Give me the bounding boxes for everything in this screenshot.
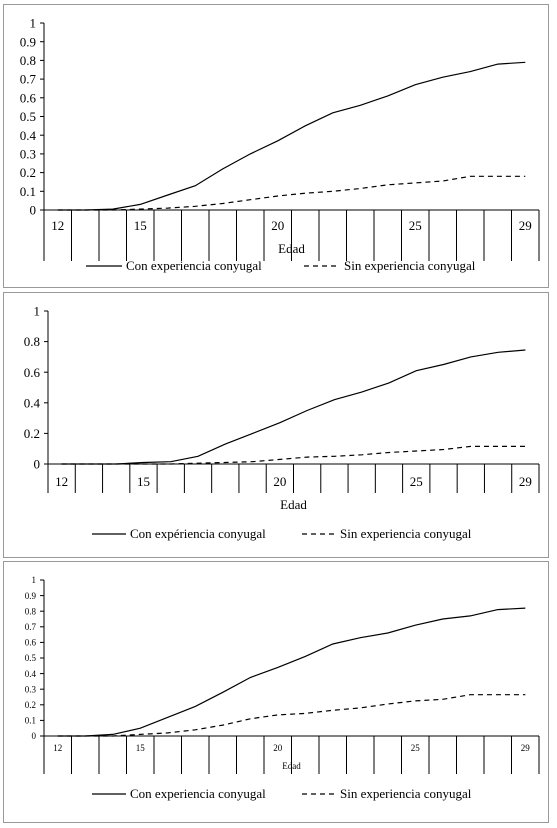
y-tick-label: 0.6 [20,90,37,105]
legend-label: Con experiencia conyugal [130,786,266,801]
chart-panel-3: 0 0.1 0.2 0.3 0.4 0.5 0.6 0.7 0.8 0.9 1 12 15 20 25 29 E… [3,561,549,823]
series-line-con-experiencia [57,61,526,211]
legend-label: Con experiencia conyugal [126,258,262,273]
x-axis-title: Edad [278,241,305,256]
x-tick-label: 25 [410,474,423,489]
y-tick-label: 0.2 [24,426,40,441]
x-tick-label: 15 [134,218,147,233]
y-tick-label: 1 [30,16,37,31]
x-axis-title: Edad [280,497,307,512]
x-tick-label: 12 [53,743,62,753]
x-axis-title: Edad [282,761,301,771]
y-tick-label: 0.9 [25,591,37,601]
y-tick-label: 0.3 [20,146,36,161]
y-tick-label: 0.8 [24,334,40,349]
x-tick-label: 12 [51,218,64,233]
series-line-sin-experiencia [57,175,526,211]
line-chart-3: 0 0.1 0.2 0.3 0.4 0.5 0.6 0.7 0.8 0.9 1 12 15 20 25 29 E… [25,575,540,801]
x-tick-label: 20 [271,218,284,233]
y-tick-label: 1 [32,575,37,585]
series-line-con-experiencia [57,607,526,737]
x-tick-label: 12 [55,474,68,489]
line-chart-1: 0 0.1 0.2 0.3 0.4 0.5 0.6 0.7 0.8 0.9 1 12 15 20 25 29 E… [20,16,540,273]
x-tick-label: 29 [519,218,532,233]
y-tick-label: 0.2 [25,700,36,710]
y-tick-label: 0.4 [25,669,37,679]
series-line-con-experiencia [61,349,526,465]
y-tick-label: 0 [30,203,37,218]
series-line-sin-experiencia [61,445,526,465]
chart-panel-2: 0 0.2 0.4 0.6 0.8 1 12 15 20 25 29 Edad Con expérien… [3,292,549,558]
line-chart-2: 0 0.2 0.4 0.6 0.8 1 12 15 20 25 29 Edad Con expérien… [24,304,540,541]
x-tick-label: 15 [136,743,146,753]
x-tick-label: 15 [137,474,150,489]
y-tick-label: 0.7 [20,72,37,87]
legend-label: Sin experiencia conyugal [340,786,472,801]
legend-label: Con expériencia conyugal [130,526,266,541]
y-tick-label: 0.4 [24,395,41,410]
y-tick-label: 0 [32,731,37,741]
chart-panel-1: 0 0.1 0.2 0.3 0.4 0.5 0.6 0.7 0.8 0.9 1 12 15 20 25 29 E… [3,4,549,288]
x-tick-label: 25 [411,743,421,753]
x-tick-label: 29 [521,743,531,753]
x-tick-label: 20 [273,743,283,753]
series-line-sin-experiencia [57,694,526,737]
y-tick-label: 0.1 [25,716,36,726]
y-tick-label: 0.5 [25,653,37,663]
y-tick-label: 0.8 [25,606,37,616]
y-tick-label: 0.6 [24,365,41,380]
x-tick-label: 20 [273,474,286,489]
legend-label: Sin experiencia conyugal [344,258,476,273]
y-tick-label: 0 [34,457,41,472]
y-tick-label: 0.5 [20,109,36,124]
x-tick-label: 25 [409,218,422,233]
y-tick-label: 0.3 [25,684,37,694]
y-tick-label: 0.9 [20,34,36,49]
y-tick-label: 0.1 [20,184,36,199]
y-tick-label: 0.8 [20,53,36,68]
y-tick-label: 0.7 [25,622,37,632]
x-tick-label: 29 [519,474,532,489]
legend-label: Sin experiencia conyugal [340,526,472,541]
y-tick-label: 0.6 [25,638,37,648]
y-tick-label: 1 [34,304,41,319]
y-tick-label: 0.2 [20,165,36,180]
y-tick-label: 0.4 [20,128,37,143]
